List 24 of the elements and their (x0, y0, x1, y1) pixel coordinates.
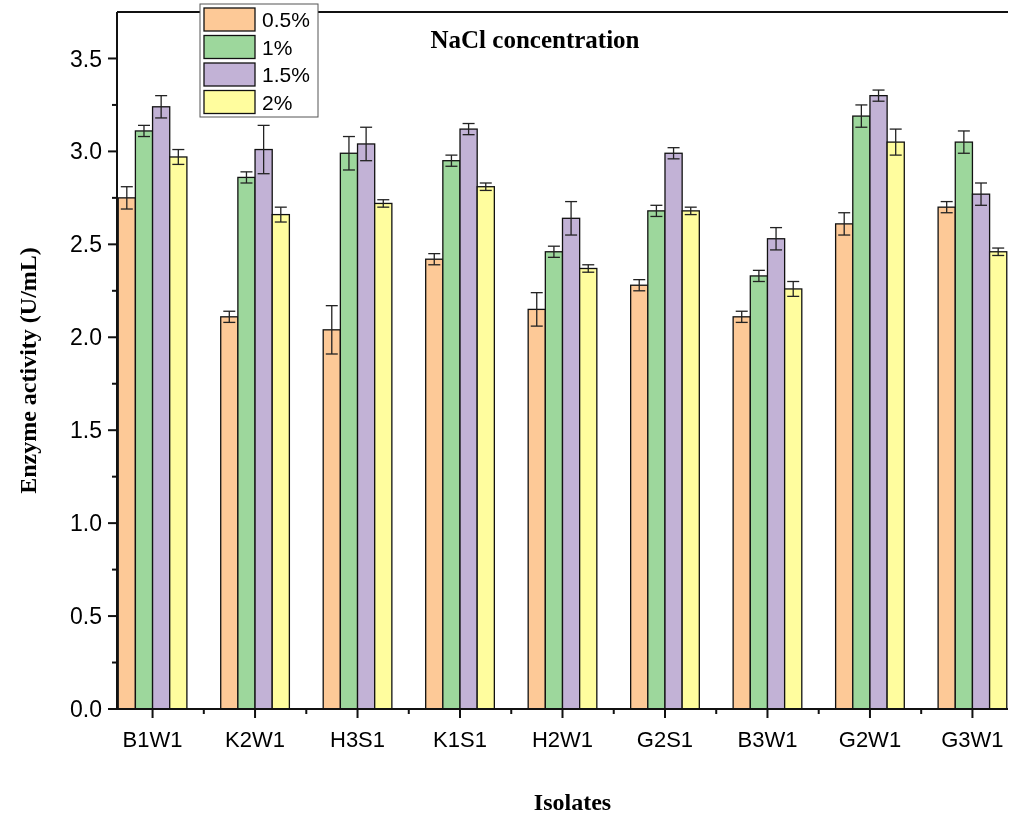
legend-label: 1.5% (262, 63, 310, 87)
y-tick-label: 1.0 (70, 510, 102, 537)
y-axis-title: Enzyme activity (U/mL) (15, 247, 41, 494)
y-tick-label: 2.5 (70, 231, 102, 258)
legend-label: 2% (262, 90, 293, 114)
x-tick-label: K2W1 (225, 727, 286, 752)
y-tick-label: 3.5 (70, 45, 102, 72)
legend-label: 1% (262, 35, 293, 59)
x-axis-title: Isolates (533, 789, 612, 815)
x-tick-label: K1S1 (433, 727, 487, 752)
text: NaCl concentration (430, 26, 640, 53)
x-tick-label: H2W1 (531, 727, 594, 752)
y-tick-label: 1.5 (70, 417, 102, 444)
y-tick-label: 3.0 (70, 138, 102, 165)
x-tick-label: H3S1 (330, 727, 386, 752)
y-tick-label: 2.0 (70, 324, 102, 351)
legend-label: 0.5% (262, 8, 310, 32)
x-tick-label: B3W1 (737, 727, 798, 752)
y-tick-label: 0.5 (70, 603, 102, 630)
x-tick-label: B1W1 (122, 727, 183, 752)
x-tick-label: G3W1 (941, 727, 1004, 752)
y-tick-label: 0.0 (70, 696, 102, 723)
x-tick-label: G2S1 (636, 727, 694, 752)
x-tick-label: G2W1 (838, 727, 902, 752)
